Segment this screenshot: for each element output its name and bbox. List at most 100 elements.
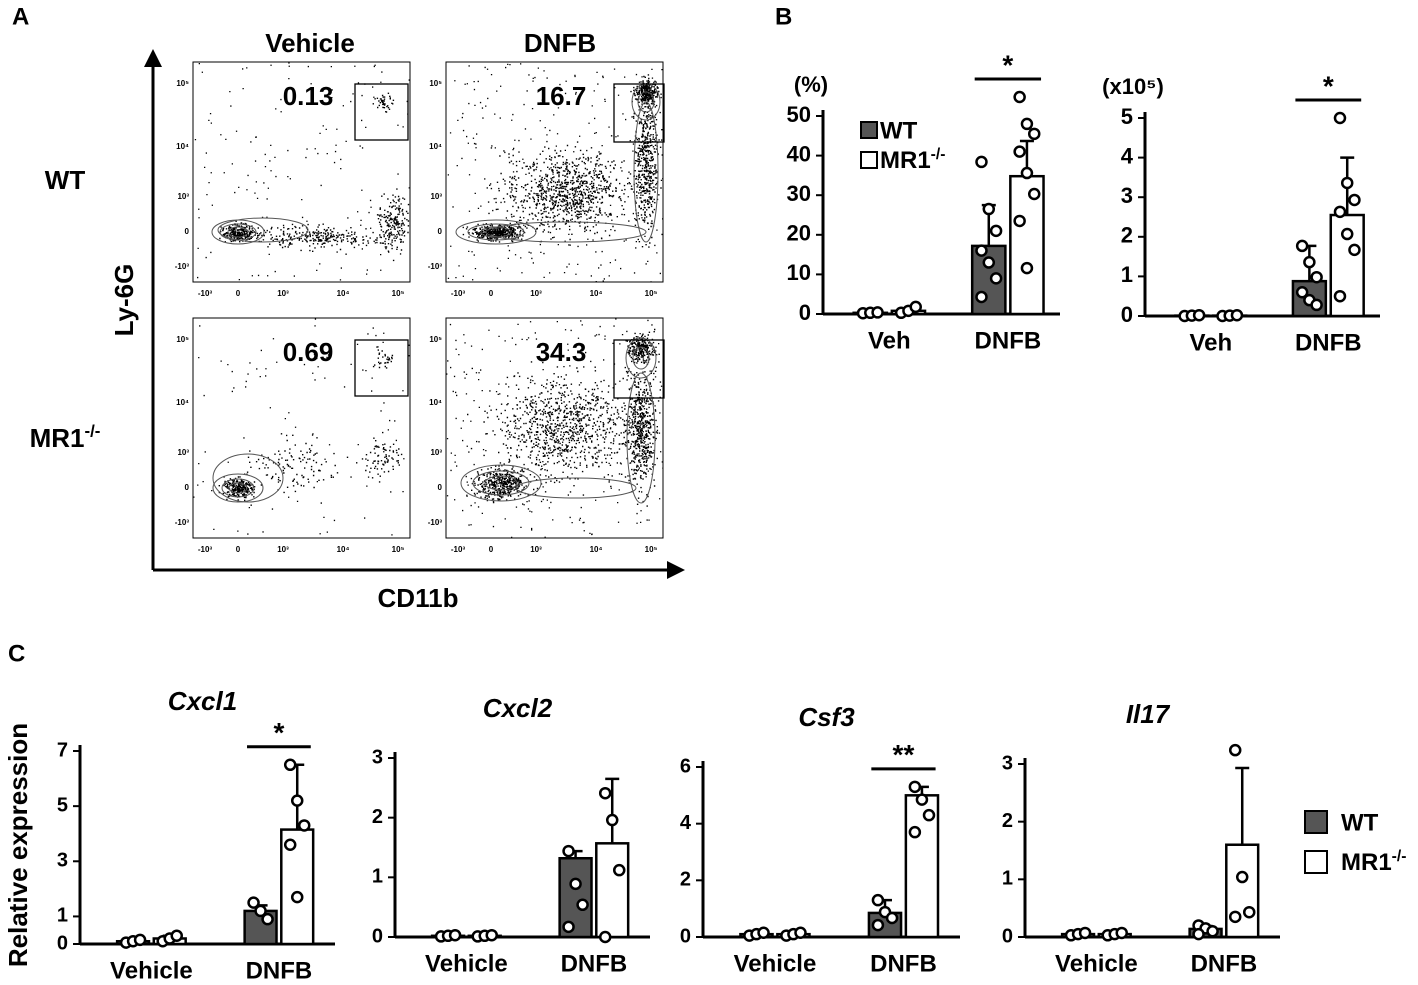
legend-label: MR1-/- bbox=[880, 146, 945, 174]
flow-x-tick: 10⁵ bbox=[645, 545, 658, 554]
x-tick-label: Veh bbox=[1189, 329, 1232, 356]
chart-title: Csf3 bbox=[798, 702, 855, 732]
flow-x-tick: -10³ bbox=[451, 545, 466, 554]
flow-y-tick: 10³ bbox=[177, 192, 189, 201]
flow-y-tick: -10³ bbox=[428, 262, 443, 271]
data-point bbox=[982, 256, 996, 269]
data-point bbox=[908, 825, 922, 839]
legend-swatch bbox=[1304, 850, 1328, 874]
y-tick-label: 10 bbox=[787, 260, 811, 285]
data-point bbox=[1013, 90, 1026, 104]
contour bbox=[467, 223, 525, 241]
y-tick-label: 2 bbox=[680, 869, 691, 891]
flow-y-tick: 0 bbox=[438, 227, 443, 236]
contour bbox=[217, 217, 309, 243]
x-tick-label: DNFB bbox=[870, 950, 937, 977]
row-label: MR1-/- bbox=[30, 422, 101, 453]
x-tick-label: DNFB bbox=[1295, 329, 1362, 356]
data-point bbox=[975, 290, 988, 304]
data-point bbox=[598, 930, 612, 944]
data-point bbox=[975, 244, 988, 257]
gate-percent: 0.13 bbox=[283, 81, 334, 111]
chart-title: Cxcl1 bbox=[168, 686, 237, 716]
flow-y-tick: 10⁵ bbox=[429, 335, 442, 344]
events bbox=[447, 63, 663, 282]
data-point bbox=[1340, 227, 1354, 241]
y-tick-label: 30 bbox=[787, 181, 811, 206]
legend-label: MR1-/- bbox=[1341, 848, 1406, 876]
x-tick-label: DNFB bbox=[975, 327, 1042, 354]
data-point bbox=[612, 863, 626, 877]
y-tick-label: 7 bbox=[57, 739, 68, 761]
flow-y-tick: -10³ bbox=[175, 262, 190, 271]
legend-swatch bbox=[860, 121, 878, 139]
data-point bbox=[562, 844, 575, 858]
y-tick-label: 0 bbox=[680, 925, 691, 947]
flow-panel: 16.7 -10³ -10³ 0 0 10³ 10³ 10⁴ 10⁴ 10⁵ 10⁵ bbox=[428, 61, 665, 298]
data-point bbox=[1013, 214, 1026, 228]
contour bbox=[212, 453, 284, 503]
contour bbox=[632, 346, 650, 370]
contour bbox=[212, 473, 264, 503]
flow-x-tick: 10⁵ bbox=[645, 289, 658, 298]
flow-x-tick: -10³ bbox=[198, 545, 213, 554]
flow-panel: 0.69 -10³ -10³ 0 0 10³ 10³ 10⁴ 10⁴ 10⁵ 10⁵ bbox=[175, 317, 411, 554]
flow-y-tick: -10³ bbox=[428, 518, 443, 527]
y-tick-label: 1 bbox=[57, 905, 68, 927]
flow-plots: 0.13 -10³ -10³ 0 0 10³ 10³ 10⁴ 10⁴ 10⁵ 10⁵ 16.7 -10³… bbox=[175, 61, 665, 554]
flow-y-tick: 0 bbox=[185, 227, 190, 236]
flow-y-tick: 10⁴ bbox=[429, 142, 442, 151]
data-point bbox=[794, 926, 807, 939]
error-bar bbox=[605, 777, 620, 844]
data-point bbox=[290, 794, 304, 807]
data-point bbox=[1295, 239, 1309, 253]
gate bbox=[613, 339, 665, 399]
bar bbox=[1009, 174, 1045, 316]
flow-y-tick: 10³ bbox=[430, 448, 442, 457]
gate-percent: 0.69 bbox=[283, 337, 334, 367]
flow-x-tick: 10⁴ bbox=[337, 545, 350, 554]
data-point bbox=[1230, 308, 1244, 322]
contour bbox=[484, 475, 518, 491]
events bbox=[193, 318, 410, 538]
data-point bbox=[1348, 193, 1361, 207]
y-tick-label: 3 bbox=[372, 746, 383, 768]
y-tick-label: 20 bbox=[787, 221, 811, 246]
data-point bbox=[448, 928, 462, 942]
event-dots bbox=[446, 318, 663, 538]
panel-label: C bbox=[8, 640, 25, 667]
contour bbox=[625, 337, 657, 379]
y-tick-label: 6 bbox=[680, 755, 691, 777]
panel-label: A bbox=[12, 3, 29, 30]
column-label: Vehicle bbox=[265, 28, 355, 58]
data-point bbox=[1228, 743, 1242, 757]
data-point bbox=[290, 890, 304, 904]
data-point bbox=[283, 838, 297, 851]
events bbox=[446, 318, 663, 538]
data-point bbox=[908, 780, 922, 794]
row-label: WT bbox=[45, 165, 86, 195]
data-point bbox=[1020, 117, 1034, 131]
y-tick-label: 1 bbox=[372, 866, 383, 888]
data-point bbox=[261, 912, 274, 926]
data-point bbox=[1206, 924, 1219, 938]
y-tick-label: 5 bbox=[1121, 104, 1133, 129]
data-point bbox=[485, 928, 498, 942]
data-point bbox=[885, 911, 899, 925]
y-tick-label: 0 bbox=[372, 925, 383, 947]
significance-label: * bbox=[273, 717, 284, 748]
contour bbox=[485, 221, 647, 243]
y-tick-label: 1 bbox=[1002, 868, 1013, 890]
legend-label: WT bbox=[1341, 809, 1379, 836]
flow-x-tick: -10³ bbox=[451, 289, 466, 298]
error-bar bbox=[1235, 766, 1250, 845]
flow-panel: 0.13 -10³ -10³ 0 0 10³ 10³ 10⁴ 10⁴ 10⁵ 10⁵ bbox=[175, 61, 411, 298]
x-tick-label: Vehicle bbox=[425, 950, 508, 977]
data-point bbox=[922, 808, 936, 822]
flow-x-label: CD11b bbox=[378, 583, 459, 613]
flow-y-tick: 10⁵ bbox=[176, 79, 189, 88]
y-tick-label: 3 bbox=[1121, 183, 1133, 208]
legend-swatch bbox=[860, 151, 878, 169]
flow-y-tick: 10⁵ bbox=[429, 79, 442, 88]
